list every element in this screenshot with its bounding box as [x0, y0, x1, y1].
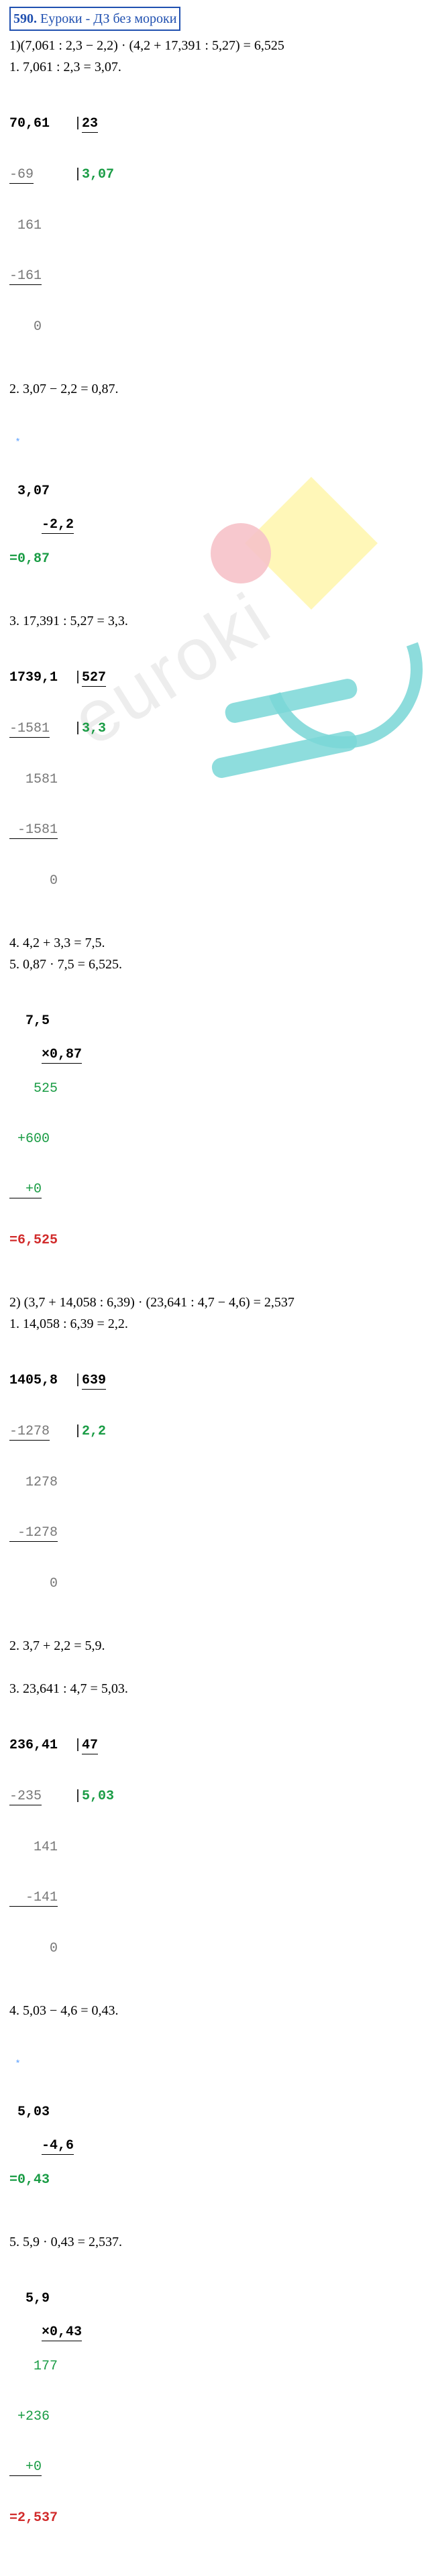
ldiv-line: -1581 [9, 822, 58, 839]
mul-res: =2,537 [9, 2510, 421, 2526]
ldiv-line: 1581 [9, 772, 58, 787]
p1-step1-longdiv: 70,61 |23 -69 |3,07 161 -161 0 [9, 82, 421, 369]
p2-step5-mul: 5,9 ×0,43 177 +236 +0 =2,537 [9, 2257, 421, 2560]
ldiv-line: 0 [9, 319, 42, 335]
p2-step1-label: 1. 14,058 : 6,39 = 2,2. [9, 1313, 421, 1335]
ldiv-divisor: 639 [82, 1372, 106, 1390]
mul-a: 5,9 [9, 2290, 421, 2307]
ldiv-line: -1278 [9, 1524, 58, 1542]
ldiv-line: -1581 [9, 720, 50, 738]
sub-a: 5,03 [9, 2104, 421, 2121]
title-num: 590. [13, 11, 37, 26]
title-box: 590. Еуроки - ДЗ без мороки [9, 7, 180, 31]
ldiv-line: 0 [9, 1576, 58, 1591]
mul-b: ×0,43 [42, 2324, 82, 2341]
p1-step5-label: 5. 0,87 · 7,5 = 6,525. [9, 954, 421, 975]
ldiv-dividend: 1405,8 [9, 1372, 58, 1390]
mul-partial: +0 [9, 1181, 42, 1198]
ldiv-line: -161 [9, 268, 42, 285]
asterisk-icon: * [9, 2059, 421, 2071]
p2-step3-label: 3. 23,641 : 4,7 = 5,03. [9, 1678, 421, 1699]
sub-res: =0,87 [9, 551, 421, 567]
ldiv-quotient: 3,3 [82, 720, 106, 738]
p2-expression: 2) (3,7 + 14,058 : 6,39) · (23,641 : 4,7… [9, 1292, 421, 1313]
mul-partial: +600 [9, 1131, 421, 1147]
ldiv-dividend: 236,41 [9, 1737, 58, 1754]
p1-step2-label: 2. 3,07 − 2,2 = 0,87. [9, 378, 421, 400]
ldiv-line: -141 [9, 1889, 58, 1907]
ldiv-quotient: 3,07 [82, 166, 114, 184]
ldiv-divisor: 47 [82, 1737, 98, 1754]
p2-step5-label: 5. 5,9 · 0,43 = 2,537. [9, 2231, 421, 2253]
ldiv-dividend: 70,61 [9, 115, 50, 133]
ldiv-line: 1278 [9, 1475, 58, 1490]
p2-step1-longdiv: 1405,8 |639 -1278 |2,2 1278 -1278 0 [9, 1339, 421, 1626]
mul-partial: +236 [9, 2408, 421, 2425]
ldiv-line: 0 [9, 873, 58, 889]
ldiv-line: -235 [9, 1788, 42, 1805]
p1-step3-longdiv: 1739,1 |527 -1581 |3,3 1581 -1581 0 [9, 636, 421, 923]
sub-b: -2,2 [42, 516, 74, 534]
ldiv-dividend: 1739,1 [9, 669, 58, 687]
mul-partial: 525 [9, 1080, 421, 1097]
ldiv-line: 0 [9, 1941, 58, 1956]
p2-step4-label: 4. 5,03 − 4,6 = 0,43. [9, 2000, 421, 2021]
mul-partial: +0 [9, 2459, 42, 2476]
page-content: 590. Еуроки - ДЗ без мороки 1)(7,061 : 2… [9, 7, 421, 2560]
p1-step1-label: 1. 7,061 : 2,3 = 3,07. [9, 56, 421, 78]
p1-step4-label: 4. 4,2 + 3,3 = 7,5. [9, 932, 421, 954]
ldiv-quotient: 2,2 [82, 1423, 106, 1441]
p2-step2-label: 2. 3,7 + 2,2 = 5,9. [9, 1635, 421, 1657]
mul-b: ×0,87 [42, 1046, 82, 1064]
ldiv-line: -1278 [9, 1423, 50, 1441]
p1-step3-label: 3. 17,391 : 5,27 = 3,3. [9, 610, 421, 632]
p1-step5-mul: 7,5 ×0,87 525 +600 +0 =6,525 [9, 979, 421, 1282]
p2-step4-sub: * 5,03 -4,6 =0,43 [9, 2025, 421, 2223]
sub-a: 3,07 [9, 483, 421, 500]
ldiv-line: 141 [9, 1840, 58, 1855]
title-text: Еуроки - ДЗ без мороки [40, 11, 176, 26]
mul-a: 7,5 [9, 1013, 421, 1029]
ldiv-line: 161 [9, 218, 42, 233]
asterisk-icon: * [9, 437, 421, 449]
mul-res: =6,525 [9, 1232, 421, 1249]
p1-expression: 1)(7,061 : 2,3 − 2,2) · (4,2 + 17,391 : … [9, 35, 421, 56]
ldiv-divisor: 527 [82, 669, 106, 687]
ldiv-divisor: 23 [82, 115, 98, 133]
ldiv-line: -69 [9, 166, 34, 184]
p1-step2-sub: * 3,07 -2,2 =0,87 [9, 404, 421, 601]
sub-b: -4,6 [42, 2137, 74, 2155]
mul-partial: 177 [9, 2358, 421, 2375]
ldiv-quotient: 5,03 [82, 1788, 114, 1805]
sub-res: =0,43 [9, 2172, 421, 2188]
p2-step3-longdiv: 236,41 |47 -235 |5,03 141 -141 0 [9, 1703, 421, 1991]
